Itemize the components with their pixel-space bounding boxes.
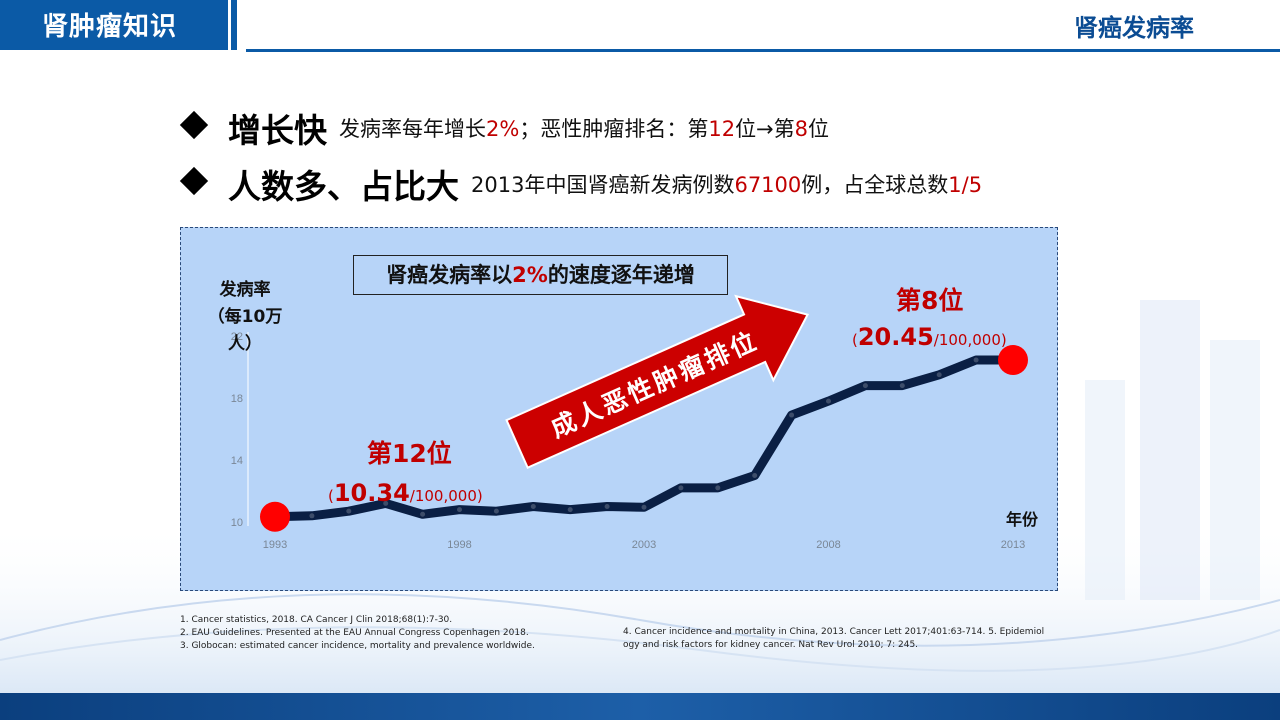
bullet-heading: 增长快 <box>228 111 327 150</box>
bullet-volume: 人数多、占比大 2013年中国肾癌新发病例数67100例，占全球总数1/5 <box>179 160 983 206</box>
data-point <box>530 504 536 509</box>
bullet-description: 发病率每年增长2%；恶性肿瘤排名：第12位→第8位 <box>339 117 830 141</box>
growth-banner: 肾癌发病率以2%的速度逐年递增 <box>353 255 728 295</box>
end-point-marker <box>998 345 1028 376</box>
start-point-marker <box>260 501 290 532</box>
data-point <box>641 504 647 510</box>
end-rank-label: 第8位 <box>896 286 964 315</box>
data-point <box>346 508 352 514</box>
start-rank-label: 第12位 <box>367 439 452 468</box>
trend-arrow <box>505 294 810 470</box>
data-point <box>457 507 462 513</box>
reference-item: ogy and risk factors for kidney cancer. … <box>623 640 919 650</box>
y-axis-label: 发病率 （每10万人） <box>207 280 283 354</box>
start-rank-value: (10.34/100,000) <box>328 479 483 507</box>
section-title: 肾肿瘤知识 <box>42 12 178 42</box>
data-point <box>826 398 831 404</box>
trend-arrow-shape <box>505 294 810 470</box>
references-right: 4. Cancer incidence and mortality in Chi… <box>623 626 1044 652</box>
reference-item: 2. EAU Guidelines. Presented at the EAU … <box>180 628 529 638</box>
data-point <box>752 473 758 478</box>
data-point <box>604 504 610 509</box>
y-tick-label: 18 <box>231 393 243 405</box>
x-axis-label: 年份 <box>1006 510 1039 529</box>
end-rank-value: (20.45/100,000) <box>852 323 1007 351</box>
data-point <box>567 507 573 513</box>
data-point <box>862 383 868 389</box>
x-tick-label: 2003 <box>632 539 656 551</box>
y-tick-label: 10 <box>231 517 243 529</box>
data-point <box>493 508 499 514</box>
footer-bar <box>0 693 1280 720</box>
x-tick-label: 1998 <box>447 539 471 551</box>
y-tick-label: 14 <box>231 455 243 467</box>
reference-item: 3. Globocan: estimated cancer incidence,… <box>180 641 535 651</box>
bullet-heading: 人数多、占比大 <box>228 167 459 206</box>
bullet-diamond-icon <box>179 166 209 196</box>
incidence-line-chart: 10 14 18 22 1993 1998 2003 2008 2013 <box>231 294 1028 551</box>
data-point <box>936 372 942 378</box>
header-accent-bar <box>231 0 237 50</box>
data-point <box>383 500 389 506</box>
page-topic: 肾癌发病率 <box>1074 14 1194 42</box>
bullet-description: 2013年中国肾癌新发病例数67100例，占全球总数1/5 <box>471 173 983 197</box>
references-left: 1. Cancer statistics, 2018. CA Cancer J … <box>180 614 535 653</box>
x-tick-label: 2013 <box>1001 539 1025 551</box>
data-point <box>420 511 426 517</box>
reference-item: 4. Cancer incidence and mortality in Chi… <box>623 627 1045 637</box>
data-point <box>973 357 979 363</box>
data-point <box>899 383 905 389</box>
x-tick-label: 1993 <box>263 539 287 551</box>
bullet-growth: 增长快 发病率每年增长2%；恶性肿瘤排名：第12位→第8位 <box>179 104 830 150</box>
x-tick-label: 2008 <box>816 539 840 551</box>
data-point <box>678 485 684 491</box>
header-section-block <box>0 0 228 50</box>
data-point <box>715 485 721 491</box>
reference-item: 1. Cancer statistics, 2018. CA Cancer J … <box>180 615 453 625</box>
data-point <box>789 412 795 418</box>
header-underline <box>246 49 1280 52</box>
bullet-diamond-icon <box>179 110 209 140</box>
y-tick-label: 22 <box>231 331 243 343</box>
data-point <box>309 513 315 519</box>
